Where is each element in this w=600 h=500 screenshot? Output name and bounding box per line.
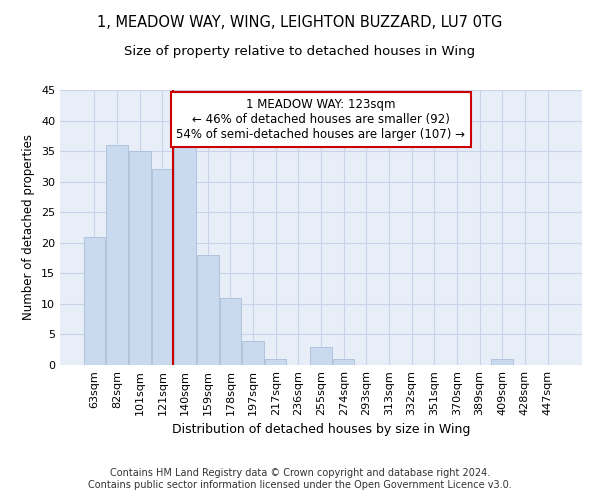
Text: Size of property relative to detached houses in Wing: Size of property relative to detached ho…: [124, 45, 476, 58]
X-axis label: Distribution of detached houses by size in Wing: Distribution of detached houses by size …: [172, 424, 470, 436]
Bar: [220, 298, 241, 365]
Y-axis label: Number of detached properties: Number of detached properties: [22, 134, 35, 320]
Bar: [152, 170, 173, 365]
Bar: [242, 340, 264, 365]
Bar: [333, 359, 355, 365]
Bar: [310, 346, 332, 365]
Bar: [84, 236, 105, 365]
Text: Contains HM Land Registry data © Crown copyright and database right 2024.
Contai: Contains HM Land Registry data © Crown c…: [88, 468, 512, 490]
Bar: [265, 359, 286, 365]
Bar: [175, 139, 196, 365]
Bar: [491, 359, 513, 365]
Text: 1, MEADOW WAY, WING, LEIGHTON BUZZARD, LU7 0TG: 1, MEADOW WAY, WING, LEIGHTON BUZZARD, L…: [97, 15, 503, 30]
Text: 1 MEADOW WAY: 123sqm
← 46% of detached houses are smaller (92)
54% of semi-detac: 1 MEADOW WAY: 123sqm ← 46% of detached h…: [176, 98, 466, 141]
Bar: [106, 145, 128, 365]
Bar: [129, 151, 151, 365]
Bar: [197, 255, 218, 365]
